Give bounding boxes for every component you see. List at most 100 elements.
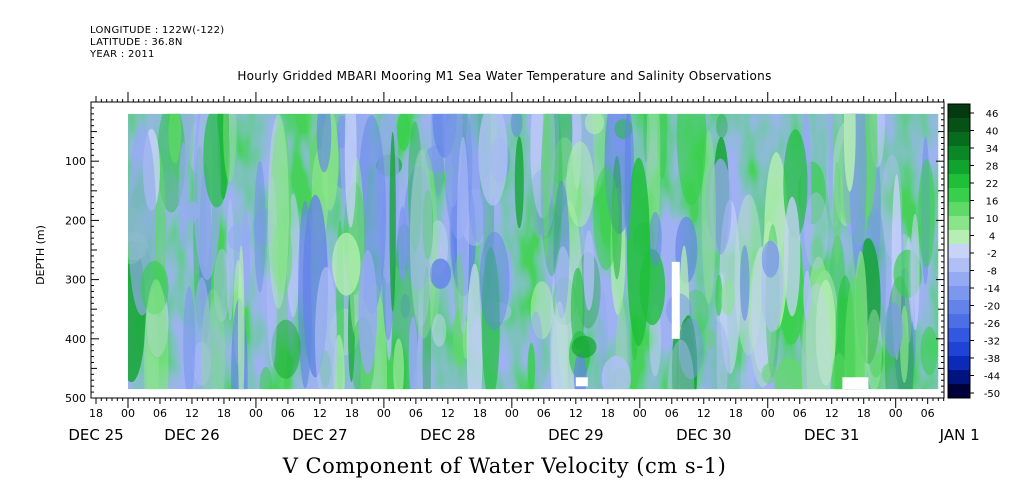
x-tick-label: 12 (185, 407, 199, 420)
heatmap-cell (831, 353, 847, 390)
heatmap-cell (552, 301, 567, 390)
colorbar-level-label: 34 (986, 144, 999, 155)
colorbar: 46 40 34 28 22 16 10 4 -2 -8 -14 -20 -26 -32 -38 -44 -50 (947, 103, 1000, 400)
heatmap-cell (422, 265, 431, 390)
x-tick-label: 00 (377, 407, 391, 420)
colorbar-segment (948, 118, 970, 133)
heatmap-cell (505, 248, 513, 303)
colorbar-level-label: -20 (984, 302, 1000, 313)
heatmap-cell (611, 155, 622, 280)
heatmap-cell (542, 113, 550, 261)
heatmap-cell (827, 113, 834, 212)
y-tick-label: 100 (65, 155, 86, 168)
heatmap-cell (511, 113, 523, 138)
colorbar-level-label: -44 (984, 372, 1000, 383)
x-tick-label: 18 (857, 407, 871, 420)
heatmap-cell (804, 192, 829, 270)
x-tick-label: 12 (441, 407, 455, 420)
heatmap-cell (761, 363, 777, 384)
colorbar-level-label: 46 (986, 109, 999, 120)
heatmap-cell (466, 263, 483, 390)
x-tick-label: 06 (921, 407, 935, 420)
heatmap-cell (843, 113, 856, 192)
heatmap-cell (143, 279, 169, 390)
heatmap-cell (740, 335, 755, 390)
colorbar-segment (948, 384, 970, 399)
heatmap-cell (573, 353, 587, 390)
heatmap-cell (409, 149, 433, 327)
heatmap-cell (514, 136, 524, 229)
heatmap-cell (739, 245, 750, 321)
colorbar-level-label: -2 (987, 249, 997, 260)
x-tick-label: 00 (889, 407, 903, 420)
colorbar-level-label: 10 (986, 214, 999, 225)
heatmap-cell (398, 206, 407, 283)
heatmap-cell (481, 247, 500, 390)
chart-title: Hourly Gridded MBARI Mooring M1 Sea Wate… (237, 69, 772, 83)
heatmap-cell (409, 148, 438, 339)
colorbar-segment (948, 300, 970, 315)
heatmap-cell (266, 176, 278, 368)
x-day-label: DEC 31 (804, 426, 859, 444)
missing-data-gap (842, 377, 869, 390)
heatmap-cell (703, 320, 731, 390)
heatmap-cell (783, 196, 801, 317)
x-tick-label: 00 (505, 407, 519, 420)
heatmap-cell (624, 113, 632, 241)
heatmap-cell (815, 279, 836, 386)
x-tick-label: 06 (409, 407, 423, 420)
heatmap-cell (884, 302, 903, 358)
heatmap-cell (456, 136, 470, 334)
colorbar-segment (948, 314, 970, 329)
heatmap-cell (908, 236, 916, 323)
x-tick-label: 00 (633, 407, 647, 420)
heatmap-cell (705, 328, 717, 350)
heatmap-cell (584, 113, 605, 135)
heatmap-cell (774, 357, 804, 390)
heatmap-cell (715, 274, 723, 317)
heatmap-cell (583, 230, 595, 311)
heatmap-cell (528, 169, 555, 239)
x-day-label: DEC 30 (676, 426, 731, 444)
y-tick-label: 500 (65, 392, 86, 405)
colorbar-segment (948, 188, 970, 203)
colorbar-segment (948, 342, 970, 357)
year-label: YEAR : 2011 (90, 49, 155, 60)
longitude-label: LONGITUDE : 122W(-122) (90, 25, 225, 36)
colorbar-level-label: -26 (984, 319, 1000, 330)
y-tick-label: 400 (65, 333, 86, 346)
colorbar-level-label: -14 (984, 284, 1000, 295)
latitude-label: LATITUDE : 36.8N (90, 37, 183, 48)
heatmap-cell (553, 180, 570, 319)
colorbar-segment (948, 328, 970, 343)
colorbar-level-label: 28 (986, 162, 999, 173)
heatmap-cell (479, 231, 510, 330)
heatmap-cell (631, 316, 638, 361)
heatmap-cell (191, 277, 213, 390)
x-tick-label: 06 (153, 407, 167, 420)
x-tick-label: 00 (249, 407, 263, 420)
x-day-label: DEC 29 (548, 426, 603, 444)
heatmap-cell (184, 201, 200, 223)
x-tick-label: 06 (537, 407, 551, 420)
colorbar-level-label: 16 (986, 197, 999, 208)
colorbar-level-label: 40 (986, 127, 999, 138)
heatmap-cell (315, 266, 338, 390)
colorbar-segment (948, 286, 970, 301)
heatmap-cell (800, 312, 807, 390)
colorbar-level-label: 4 (989, 232, 995, 243)
x-tick-label: 06 (793, 407, 807, 420)
x-tick-label: 18 (601, 407, 615, 420)
x-tick-label: 18 (217, 407, 231, 420)
colorbar-segment (948, 174, 970, 189)
colorbar-segment (948, 160, 970, 175)
heatmap-cell (701, 130, 716, 304)
x-tick-label: 12 (569, 407, 583, 420)
heatmap-cell (866, 309, 883, 390)
heatmap-cell (601, 355, 631, 390)
heatmap-cell (201, 288, 226, 390)
heatmap-cell (396, 113, 411, 151)
colorbar-segment (948, 370, 970, 385)
colorbar-variable-label: V Component of Water Velocity (cm s-1) (282, 454, 727, 478)
